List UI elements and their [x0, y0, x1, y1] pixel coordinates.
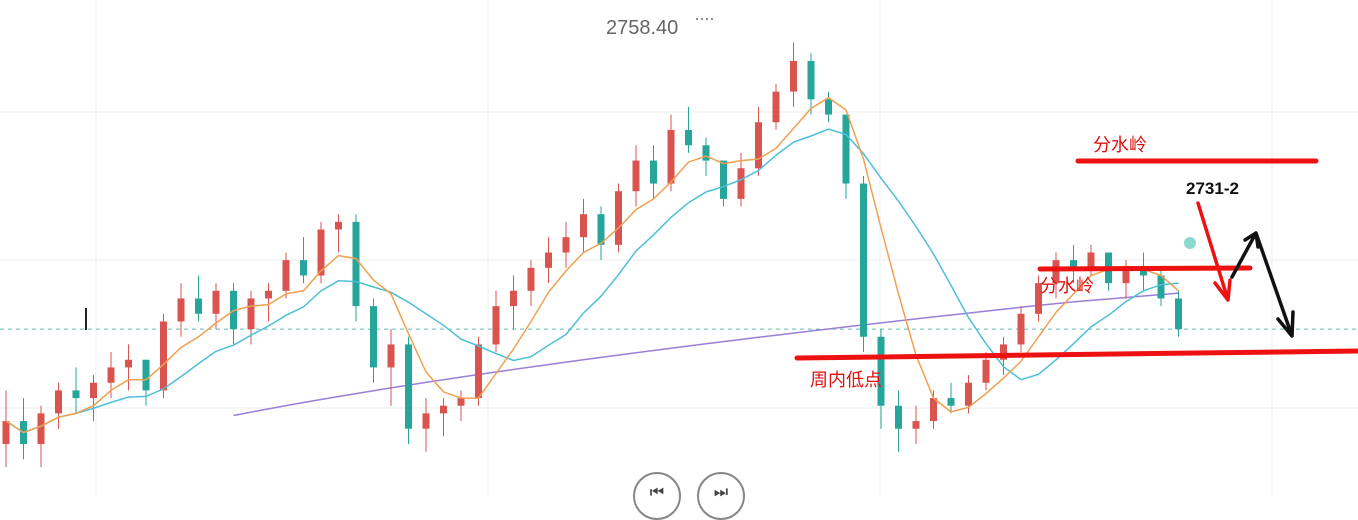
candle — [107, 367, 115, 383]
candle — [650, 160, 657, 184]
candle — [720, 160, 727, 199]
candle — [545, 252, 552, 268]
candle — [982, 359, 990, 383]
weekly-low-label: 周内低点 — [810, 370, 882, 391]
candle — [1122, 267, 1130, 284]
candle — [877, 336, 885, 406]
zigzag-arrow-black — [1230, 231, 1295, 338]
candle — [912, 421, 920, 429]
candle — [72, 390, 80, 399]
candle — [510, 290, 517, 307]
skip-next-icon: ⏭ — [713, 482, 729, 501]
candle — [685, 129, 692, 146]
candle — [212, 290, 220, 314]
support-line — [1037, 265, 1253, 272]
candle — [300, 260, 307, 276]
candle — [667, 129, 675, 184]
current-point-marker — [1184, 237, 1196, 249]
skip-prev-icon: ⏮ — [649, 482, 665, 501]
candle — [615, 191, 622, 245]
candle — [160, 321, 167, 391]
candle — [282, 260, 290, 291]
candle — [317, 229, 325, 276]
candle — [772, 91, 780, 123]
candle — [405, 344, 412, 429]
candle — [177, 298, 185, 322]
down-arrow-red — [1196, 201, 1232, 302]
candle — [2, 421, 10, 445]
candle — [825, 99, 832, 115]
candle — [702, 145, 710, 161]
candle — [492, 306, 500, 345]
next-button[interactable]: ⏭ — [697, 472, 745, 520]
candle — [1035, 283, 1042, 314]
candle — [860, 183, 867, 337]
candle — [1140, 267, 1147, 276]
ma10-line — [5, 128, 1179, 434]
prev-button[interactable]: ⏮ — [633, 472, 681, 520]
candle — [807, 60, 815, 100]
ma5-line — [5, 96, 1179, 434]
annotations: 分水岭 分水岭 周内低点 2731-2 — [85, 135, 1358, 391]
candle — [335, 221, 342, 230]
candle — [527, 267, 535, 291]
candle — [895, 405, 902, 429]
candle — [440, 405, 447, 414]
candle — [947, 398, 955, 406]
candle — [965, 382, 972, 406]
candle — [142, 359, 150, 391]
candle — [352, 221, 360, 307]
max-price-label: 2758.40 — [606, 17, 678, 39]
candle — [1017, 313, 1025, 345]
candle — [632, 160, 640, 192]
candle — [1087, 252, 1095, 268]
candle — [475, 344, 482, 399]
candle — [247, 298, 255, 330]
candle — [1157, 275, 1165, 299]
candle — [562, 237, 570, 253]
candle — [265, 290, 272, 299]
grid — [0, 0, 1358, 497]
candle — [930, 398, 937, 422]
candle — [55, 390, 62, 414]
candle — [1070, 260, 1077, 268]
candle — [790, 60, 797, 92]
candle — [1052, 260, 1060, 284]
candle — [597, 214, 605, 245]
candle — [755, 122, 762, 169]
candles — [2, 42, 1182, 468]
weekly-low-line — [794, 348, 1358, 361]
candle — [37, 413, 45, 445]
candle — [737, 168, 745, 199]
support-label: 分水岭 — [1040, 276, 1094, 297]
candle — [457, 398, 465, 406]
candle — [387, 344, 395, 368]
candle — [1175, 298, 1182, 330]
candle — [422, 413, 430, 429]
candle — [842, 114, 850, 184]
candle — [370, 306, 377, 368]
candle — [195, 298, 202, 314]
resistance-label: 分水岭 — [1093, 135, 1147, 156]
candle — [1000, 344, 1007, 360]
candle — [580, 214, 587, 238]
candle — [90, 382, 97, 399]
candle — [125, 359, 132, 368]
candlestick-chart: 2758.40 分水岭 分水岭 周内低点 2731-2 — [0, 0, 1358, 497]
target-label: 2731-2 — [1186, 179, 1239, 198]
